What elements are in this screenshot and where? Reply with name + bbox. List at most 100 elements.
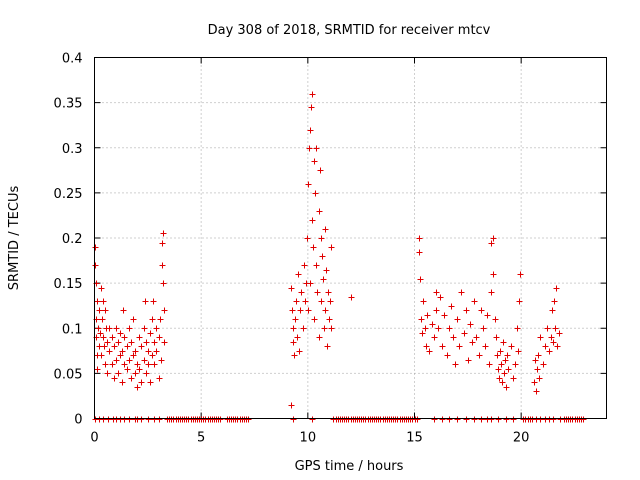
data-point — [100, 298, 107, 305]
data-point — [414, 416, 421, 423]
data-point — [533, 388, 540, 395]
data-point — [136, 334, 143, 341]
data-point — [307, 127, 314, 134]
data-point — [416, 249, 423, 256]
data-point — [121, 361, 128, 368]
y-tick-label: 0.35 — [54, 97, 83, 112]
data-point — [288, 402, 295, 409]
data-point — [480, 325, 487, 332]
data-point — [454, 416, 461, 423]
data-point — [157, 316, 164, 323]
data-point — [500, 339, 507, 346]
data-point — [419, 330, 426, 337]
data-point — [138, 416, 145, 423]
data-point — [486, 361, 493, 368]
data-point — [141, 357, 148, 364]
data-point — [501, 370, 508, 377]
data-point — [308, 104, 315, 111]
data-point — [290, 339, 297, 346]
data-point — [542, 343, 549, 350]
data-point — [128, 339, 135, 346]
data-point — [493, 334, 500, 341]
data-point — [307, 280, 314, 287]
data-point — [138, 379, 145, 386]
data-point — [94, 366, 101, 373]
data-point — [156, 375, 163, 382]
data-point — [552, 325, 559, 332]
data-point — [550, 339, 557, 346]
data-point — [296, 348, 303, 355]
data-point — [322, 226, 329, 233]
data-point — [431, 416, 438, 423]
data-point — [320, 276, 327, 283]
data-point — [437, 294, 444, 301]
data-point — [446, 416, 453, 423]
data-point — [104, 370, 111, 377]
data-point — [306, 145, 313, 152]
tick-labels: 0 0.05 0.1 0.15 0.2 0.25 0.3 0.35 0.4 0 5 10 15 20 — [54, 52, 530, 446]
data-point — [532, 357, 539, 364]
data-point — [473, 334, 480, 341]
data-point — [119, 348, 126, 355]
data-point — [550, 416, 557, 423]
data-point — [444, 352, 451, 359]
data-point — [147, 330, 154, 337]
data-point — [546, 348, 553, 355]
data-point — [136, 366, 143, 373]
y-tick-label: 0.3 — [62, 142, 83, 157]
data-point — [97, 330, 104, 337]
data-point — [111, 343, 118, 350]
data-point — [217, 416, 224, 423]
y-tick-label: 0.05 — [54, 367, 83, 382]
data-point — [309, 91, 316, 98]
data-point — [551, 298, 558, 305]
data-point — [328, 325, 335, 332]
data-point — [128, 375, 135, 382]
data-point — [418, 316, 425, 323]
data-point — [106, 348, 113, 355]
data-point — [433, 307, 440, 314]
data-point — [422, 325, 429, 332]
data-point — [309, 416, 316, 423]
data-point — [142, 298, 149, 305]
data-point — [126, 357, 133, 364]
data-point — [498, 361, 505, 368]
data-point — [290, 416, 297, 423]
data-point — [98, 352, 105, 359]
data-point — [482, 343, 489, 350]
data-point — [130, 352, 137, 359]
data-point — [536, 375, 543, 382]
data-point — [312, 190, 319, 197]
data-point — [124, 366, 131, 373]
data-point — [288, 285, 295, 292]
data-point — [311, 158, 318, 165]
x-tick-label: 0 — [90, 431, 98, 446]
data-point — [120, 307, 127, 314]
grid — [94, 57, 607, 419]
y-tick-label: 0.2 — [62, 232, 83, 247]
data-point — [420, 298, 427, 305]
data-point — [452, 361, 459, 368]
data-point — [160, 280, 167, 287]
data-point — [508, 343, 515, 350]
data-point — [505, 366, 512, 373]
x-tick-label: 20 — [513, 431, 530, 446]
data-point — [319, 253, 326, 260]
data-point — [548, 334, 555, 341]
data-point — [145, 416, 152, 423]
data-points — [92, 91, 587, 423]
data-point — [293, 298, 300, 305]
data-point — [111, 375, 118, 382]
data-point — [99, 316, 106, 323]
y-tick-label: 0.1 — [62, 322, 83, 337]
data-point — [309, 217, 316, 224]
data-point — [291, 352, 298, 359]
data-point — [94, 298, 101, 305]
data-point — [439, 416, 446, 423]
data-point — [322, 307, 329, 314]
data-point — [290, 325, 297, 332]
data-point — [327, 298, 334, 305]
data-point — [484, 312, 491, 319]
data-point — [516, 298, 523, 305]
data-point — [458, 289, 465, 296]
